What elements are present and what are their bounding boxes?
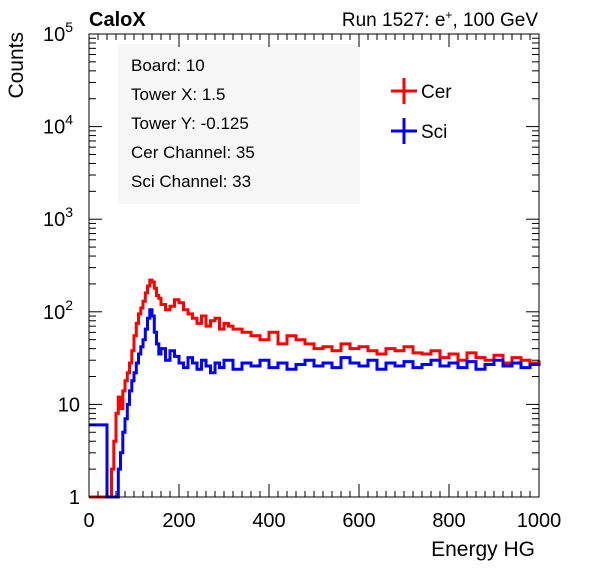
legend: Cer Sci — [391, 78, 452, 144]
y-tick-label: 105 — [43, 19, 73, 46]
y-tick-exponent: 3 — [65, 204, 73, 220]
info-box: Board: 10 Tower X: 1.5 Tower Y: -0.125 C… — [131, 56, 255, 191]
x-tick-label: 0 — [83, 510, 94, 532]
legend-label: Sci — [421, 122, 447, 143]
y-tick-base: 1 — [69, 487, 80, 509]
info-line: Tower X: 1.5 — [131, 85, 226, 104]
x-tick-label: 400 — [252, 510, 285, 532]
y-tick-base: 10 — [43, 302, 65, 324]
run-info-suffix: , 100 GeV — [452, 10, 538, 31]
y-axis-title: Counts — [5, 32, 28, 99]
calox-label: CaloX — [89, 9, 146, 31]
y-tick-label: 1 — [69, 487, 80, 509]
series-line-cer — [89, 278, 541, 499]
y-tick-label: 104 — [43, 112, 73, 139]
series-layer — [89, 278, 541, 499]
y-tick-exponent: 4 — [65, 112, 73, 128]
info-line: Board: 10 — [131, 56, 205, 75]
run-info-superscript: + — [445, 8, 452, 22]
info-line: Cer Channel: 35 — [131, 143, 255, 162]
y-tick-label: 102 — [43, 297, 73, 324]
y-tick-exponent: 5 — [65, 19, 73, 35]
y-tick-base: 10 — [43, 117, 65, 139]
run-info-prefix: Run 1527: e — [342, 10, 446, 31]
y-tick-base: 10 — [58, 394, 80, 416]
x-tick-label: 1000 — [517, 510, 562, 532]
series-line-sci — [89, 308, 541, 499]
y-tick-label: 10 — [58, 394, 80, 416]
info-line: Sci Channel: 33 — [131, 172, 251, 191]
y-tick-base: 10 — [43, 209, 65, 231]
info-line: Tower Y: -0.125 — [131, 114, 249, 133]
run-info-label: Run 1527: e+, 100 GeV — [342, 8, 538, 31]
y-tick-base: 10 — [43, 24, 65, 46]
x-tick-label: 600 — [342, 510, 375, 532]
y-tick-label: 103 — [43, 204, 73, 231]
legend-label: Cer — [421, 82, 452, 103]
x-tick-label: 200 — [162, 510, 195, 532]
info-box-background — [118, 44, 360, 204]
x-axis-title: Energy HG — [431, 538, 535, 561]
x-tick-label: 800 — [432, 510, 465, 532]
y-tick-exponent: 2 — [65, 297, 73, 313]
